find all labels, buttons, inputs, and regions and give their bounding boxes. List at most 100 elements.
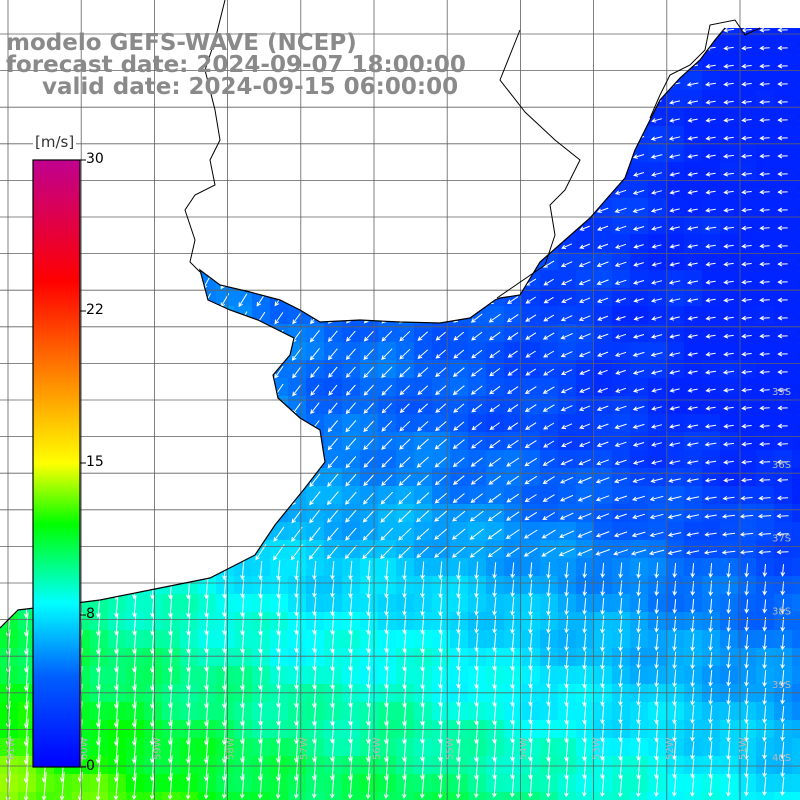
wind-speed-cell [666, 270, 685, 289]
wind-speed-cell [792, 432, 800, 451]
wind-arrow [632, 370, 645, 375]
wind-arrow [561, 297, 573, 303]
wind-arrow [741, 333, 752, 339]
wind-arrow [614, 351, 627, 357]
wind-arrow [329, 774, 335, 799]
wind-arrow [614, 225, 627, 231]
wind-arrow [541, 529, 556, 539]
wind-arrow [345, 473, 357, 487]
wind-arrow [596, 405, 609, 411]
wind-arrow [687, 387, 698, 393]
wind-speed-cell [522, 342, 541, 361]
wind-arrow [632, 226, 645, 231]
wind-speed-cell [702, 342, 721, 361]
title-model: modelo GEFS-WAVE (NCEP) [6, 30, 357, 56]
wind-speed-cell [360, 486, 379, 505]
wind-speed-cell [792, 486, 800, 505]
wind-arrow [380, 545, 394, 560]
wind-arrow [274, 312, 284, 325]
wind-speed-cell [612, 216, 631, 235]
wind-arrow [330, 579, 335, 598]
longitude-label: 61W [6, 737, 17, 760]
wind-arrow [650, 154, 663, 159]
latitude-label: 40S [772, 753, 791, 764]
wind-arrow [399, 385, 411, 396]
wind-arrow [632, 460, 645, 465]
wind-arrow [510, 650, 515, 671]
wind-speed-cell [774, 468, 793, 487]
wind-speed-cell [468, 432, 487, 451]
wind-arrow [705, 297, 716, 303]
wind-arrow [780, 705, 785, 724]
wind-speed-cell [792, 216, 800, 235]
wind-arrow [654, 704, 659, 725]
wind-arrow [398, 545, 412, 559]
wind-speed-cell [648, 522, 667, 541]
wind-arrow [507, 368, 518, 376]
wind-speed-cell [684, 486, 703, 505]
wind-arrow [744, 776, 749, 797]
wind-arrow [470, 313, 483, 323]
wind-arrow [705, 117, 716, 123]
wind-arrow [362, 509, 375, 523]
wind-arrow [759, 135, 770, 141]
wind-arrow [669, 316, 680, 321]
wind-speed-cell [756, 450, 775, 469]
wind-arrow [294, 596, 299, 617]
wind-arrow [510, 579, 515, 598]
wind-speed-cell [738, 288, 757, 307]
wind-speed-cell [630, 162, 649, 181]
wind-arrow [741, 387, 752, 393]
wind-arrow [672, 669, 677, 688]
wind-arrow [258, 578, 263, 599]
wind-speed-cell [594, 306, 613, 325]
wind-speed-cell [306, 324, 325, 343]
wind-speed-cell [684, 504, 703, 523]
wind-arrow [687, 154, 698, 159]
wind-arrow [489, 367, 501, 377]
wind-speed-cell [684, 126, 703, 145]
wind-speed-cell [738, 378, 757, 397]
wind-speed-cell [774, 234, 793, 253]
wind-arrow [363, 366, 375, 379]
colorbar-tick-label: 30 [86, 151, 104, 167]
wind-arrow [345, 509, 357, 523]
wind-arrow [708, 598, 714, 615]
wind-speed-cell [720, 270, 739, 289]
wind-speed-cell [288, 360, 307, 379]
wind-arrow [543, 368, 555, 376]
wind-arrow [758, 477, 771, 483]
wind-arrow [636, 633, 641, 652]
wind-speed-cell [666, 324, 685, 343]
longitude-label: 60W [79, 737, 90, 760]
wind-speed-cell [504, 378, 523, 397]
wind-speed-cell [306, 486, 325, 505]
wind-arrow [452, 385, 465, 396]
wind-arrow [723, 135, 734, 141]
wind-arrow [347, 773, 353, 800]
wind-arrow [600, 740, 605, 761]
wind-arrow [398, 509, 412, 523]
wind-arrow [542, 512, 556, 521]
wind-arrow [309, 491, 321, 506]
wind-arrow [704, 478, 717, 483]
wind-speed-cell [738, 108, 757, 127]
wind-arrow [705, 171, 716, 177]
wind-arrow [309, 347, 320, 361]
wind-arrow [780, 564, 786, 577]
wind-arrow [528, 668, 533, 689]
wind-speed-cell [720, 522, 739, 541]
wind-speed-cell [648, 792, 667, 800]
wind-arrow [654, 616, 659, 633]
wind-speed-cell [756, 468, 775, 487]
wind-speed-cell [684, 90, 703, 109]
wind-arrow [366, 614, 371, 635]
wind-arrow [614, 405, 627, 411]
wind-speed-cell [558, 342, 577, 361]
wind-speed-cell [630, 216, 649, 235]
wind-arrow [633, 316, 644, 321]
wind-arrow [362, 527, 375, 541]
wind-speed-cell [702, 90, 721, 109]
wind-speed-cell [702, 288, 721, 307]
wind-speed-cell [720, 126, 739, 145]
